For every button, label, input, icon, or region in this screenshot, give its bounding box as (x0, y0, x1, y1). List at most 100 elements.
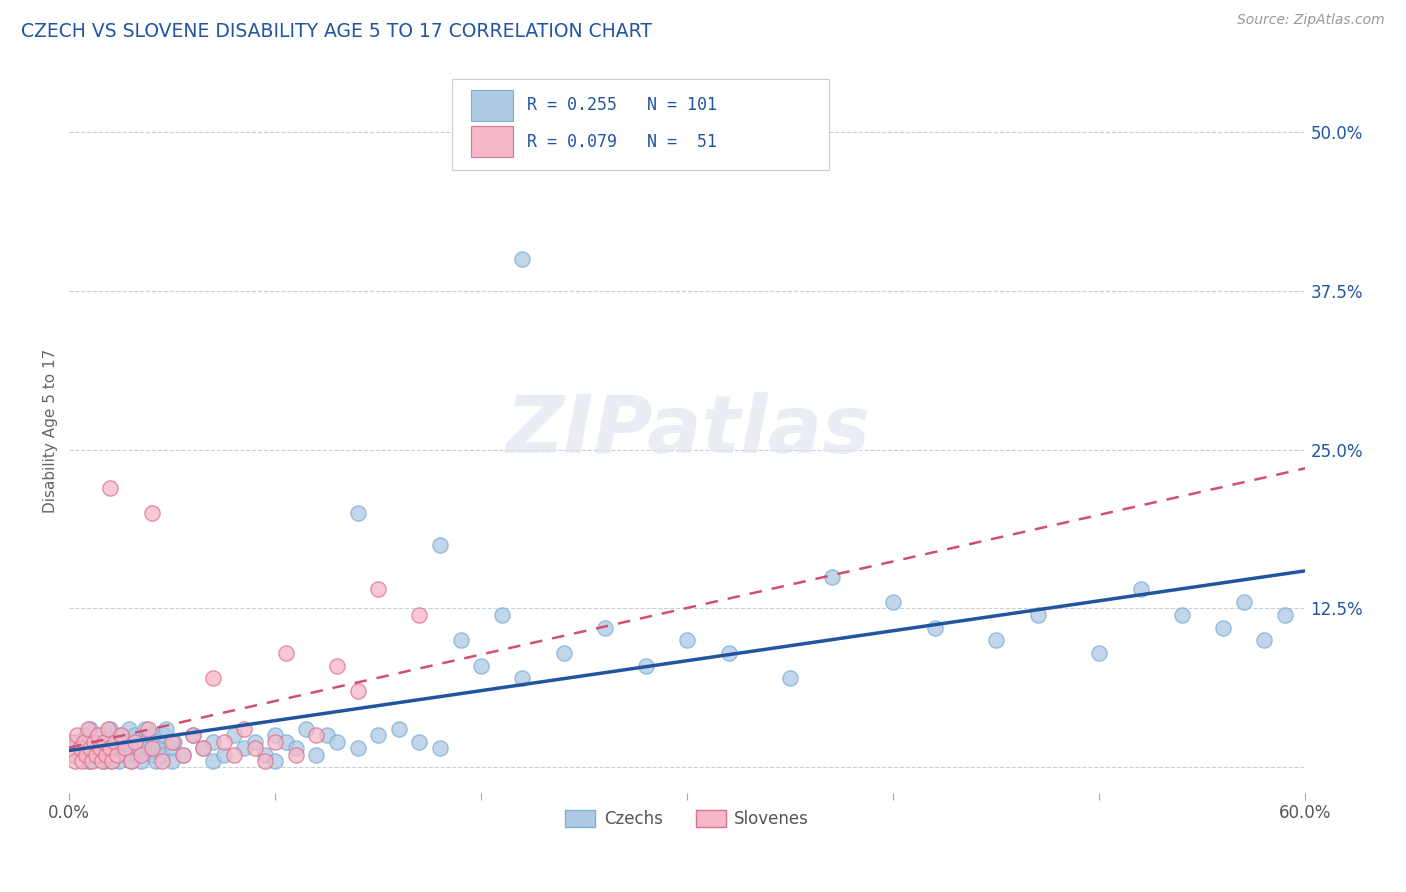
Point (93, 754, 115, 768)
Point (79, 747, 101, 762)
Point (97, 722, 120, 736)
Text: ZIPatlas: ZIPatlas (505, 392, 870, 469)
Point (107, 754, 129, 768)
Text: R = 0.079   N =  51: R = 0.079 N = 51 (527, 133, 717, 151)
Point (202, 735, 225, 749)
Point (882, 595, 904, 609)
Point (141, 747, 163, 762)
Point (69, 741, 91, 756)
Point (162, 735, 184, 749)
Point (120, 741, 142, 756)
Point (89, 729, 111, 743)
Point (450, 633, 472, 648)
Point (83, 741, 105, 756)
Point (132, 735, 155, 749)
Point (172, 747, 194, 762)
Point (150, 747, 173, 762)
Point (408, 735, 430, 749)
Point (162, 754, 184, 768)
Point (105, 747, 128, 762)
Point (346, 741, 368, 756)
Text: R = 0.255   N = 101: R = 0.255 N = 101 (527, 96, 717, 114)
Point (80, 754, 103, 768)
Point (93, 735, 115, 749)
Point (253, 754, 276, 768)
Point (820, 570, 842, 584)
Point (264, 729, 287, 743)
Point (429, 538, 451, 552)
Point (149, 735, 172, 749)
Point (264, 754, 287, 768)
Point (202, 671, 225, 685)
FancyBboxPatch shape (471, 90, 513, 120)
Point (1026, 607, 1049, 622)
Point (114, 741, 136, 756)
Point (1129, 582, 1152, 597)
Point (131, 754, 153, 768)
Point (346, 506, 368, 520)
Point (593, 620, 616, 634)
Point (1171, 607, 1194, 622)
Point (284, 747, 307, 762)
Point (76, 754, 98, 768)
Point (100, 722, 122, 736)
Point (136, 722, 159, 736)
Point (553, 646, 575, 660)
Point (636, 658, 658, 673)
Point (131, 747, 153, 762)
Point (79, 735, 101, 749)
Point (388, 722, 411, 736)
Point (103, 735, 125, 749)
Point (145, 754, 167, 768)
Point (717, 646, 740, 660)
Point (89, 741, 111, 756)
Point (84, 747, 107, 762)
Point (96, 747, 118, 762)
Point (127, 747, 149, 762)
Point (284, 741, 307, 756)
Point (75, 747, 97, 762)
Point (202, 754, 225, 768)
Point (512, 252, 534, 266)
Point (150, 754, 173, 768)
Point (295, 722, 318, 736)
Point (243, 741, 266, 756)
Point (1212, 620, 1234, 634)
Point (136, 741, 159, 756)
Point (100, 754, 122, 768)
Point (91, 741, 114, 756)
Point (110, 729, 132, 743)
Point (233, 741, 256, 756)
Point (101, 754, 124, 768)
Point (141, 729, 163, 743)
Point (79, 741, 101, 756)
Point (367, 729, 389, 743)
Point (97, 747, 120, 762)
Point (72, 747, 94, 762)
Point (83, 735, 105, 749)
Point (429, 741, 451, 756)
Point (72, 735, 94, 749)
Text: Source: ZipAtlas.com: Source: ZipAtlas.com (1237, 13, 1385, 28)
Point (87, 747, 110, 762)
Point (924, 620, 946, 634)
Point (120, 754, 142, 768)
Point (163, 735, 186, 749)
Point (191, 741, 214, 756)
Point (491, 607, 513, 622)
Point (62, 747, 84, 762)
Point (367, 582, 389, 597)
Point (115, 747, 138, 762)
Point (142, 735, 165, 749)
FancyBboxPatch shape (453, 79, 830, 169)
Point (326, 735, 349, 749)
Point (91, 754, 114, 768)
Point (1088, 646, 1111, 660)
Point (124, 735, 146, 749)
Point (155, 722, 177, 736)
Point (76, 722, 98, 736)
Point (100, 741, 122, 756)
Point (1274, 607, 1296, 622)
FancyBboxPatch shape (471, 127, 513, 157)
Point (124, 729, 146, 743)
